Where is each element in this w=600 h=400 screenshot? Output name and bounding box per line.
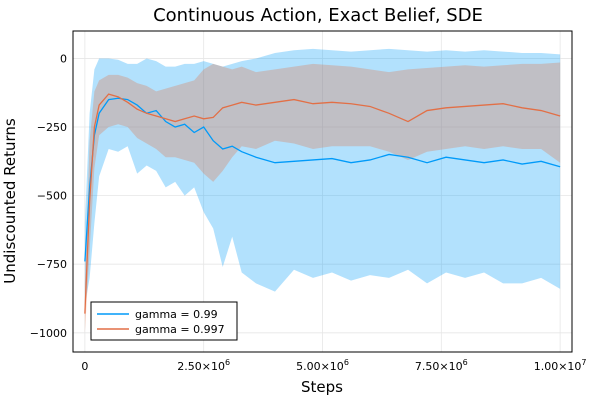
legend-label: gamma = 0.99 (135, 308, 218, 321)
series-line-2 (84, 93, 561, 314)
y-tick-label: 0 (60, 52, 67, 65)
y-tick-label: −1000 (30, 327, 67, 340)
series-line-1 (84, 97, 561, 262)
x-axis-ticks: 0 2.50×106 5.00×106 7.50×106 1.00×107 (81, 358, 586, 373)
x-tick-label: 1.00×107 (534, 358, 587, 373)
x-tick-label: 2.50×106 (177, 358, 230, 373)
y-axis-label: Undiscounted Returns (1, 118, 19, 284)
legend-label: gamma = 0.997 (135, 323, 225, 336)
grid (73, 31, 572, 352)
y-tick-label: −500 (37, 190, 67, 203)
series-band-2 (84, 62, 561, 333)
series-band-1 (84, 48, 561, 306)
x-tick-label: 7.50×106 (415, 358, 468, 373)
y-axis-ticks: 0 −250 −500 −750 −1000 (30, 52, 67, 339)
x-axis-label: Steps (301, 378, 343, 396)
x-tick-label: 5.00×106 (296, 358, 349, 373)
confidence-bands (84, 48, 561, 333)
plot-frame (72, 30, 573, 353)
legend: gamma = 0.99 gamma = 0.997 (90, 301, 238, 341)
x-tick-label: 0 (81, 360, 88, 373)
series-lines (84, 93, 561, 314)
legend-box (90, 301, 238, 341)
chart-title: Continuous Action, Exact Belief, SDE (153, 5, 483, 26)
y-tick-label: −750 (37, 258, 67, 271)
y-tick-label: −250 (37, 121, 67, 134)
